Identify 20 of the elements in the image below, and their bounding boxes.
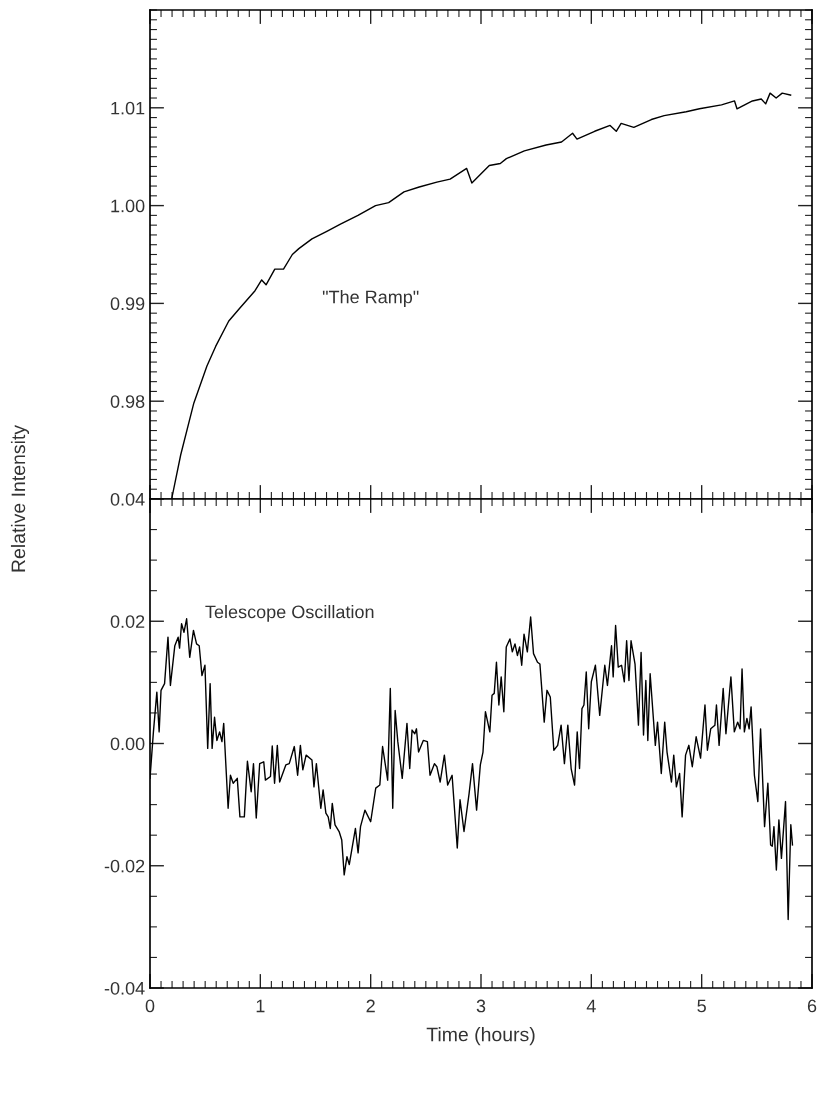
y-tick-label: 0.02 bbox=[110, 615, 145, 628]
y-tick-label: 0.00 bbox=[110, 737, 145, 751]
x-tick-label: 0 bbox=[145, 999, 155, 1013]
x-tick-label: 1 bbox=[256, 999, 265, 1013]
annotation: Telescope Oscillation bbox=[205, 605, 374, 622]
x-axis-title: Time (hours) bbox=[426, 1027, 535, 1046]
y-tick-label: -0.04 bbox=[104, 981, 145, 995]
y-tick-label: 0.99 bbox=[110, 297, 145, 311]
x-tick-label: 5 bbox=[697, 999, 706, 1013]
y-tick-label: 1.00 bbox=[111, 199, 145, 213]
y-axis-title: Relative Intensity bbox=[10, 425, 30, 572]
y-tick-label: 0.98 bbox=[110, 395, 145, 408]
y-tick-label: 1.01 bbox=[111, 101, 145, 115]
annotation: "The Ramp" bbox=[322, 290, 419, 307]
x-tick-label: 3 bbox=[476, 999, 486, 1013]
y-tick-label: -0.02 bbox=[104, 859, 145, 873]
y-tick-label: 0.04 bbox=[110, 492, 145, 506]
x-tick-label: 2 bbox=[366, 999, 375, 1013]
x-tick-label: 4 bbox=[586, 999, 596, 1013]
x-tick-label: 6 bbox=[807, 999, 817, 1013]
